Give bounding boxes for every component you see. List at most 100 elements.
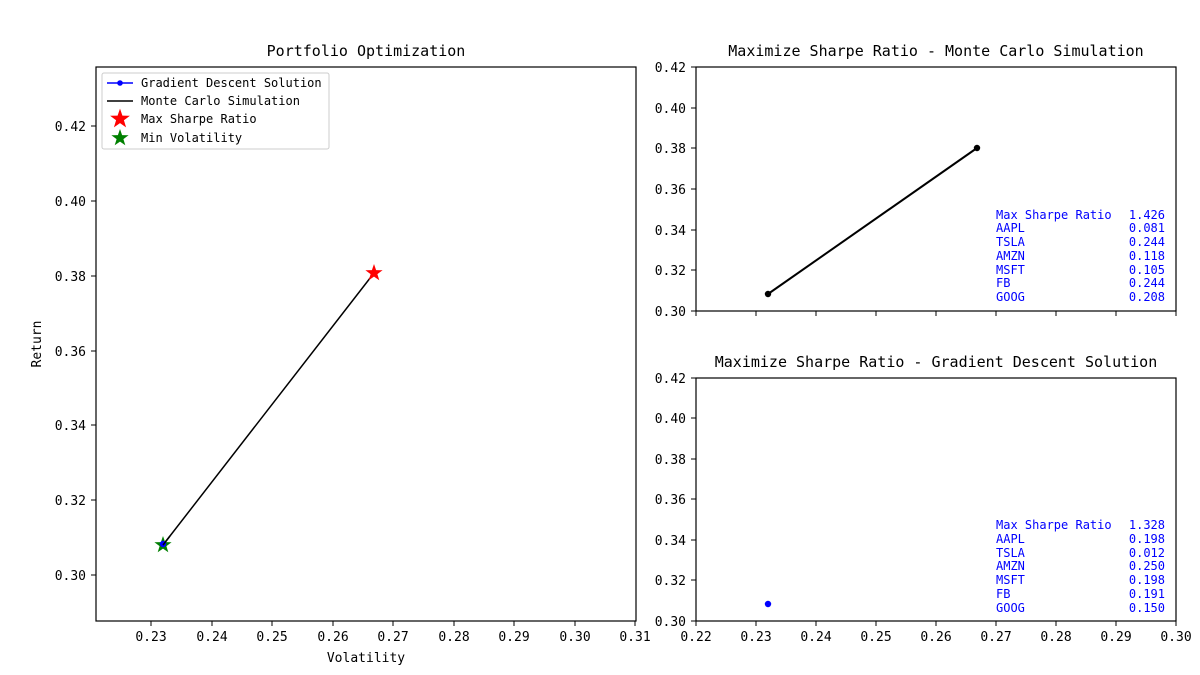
- annotation-weight: 0.118: [1129, 249, 1165, 263]
- data-point: [973, 144, 981, 152]
- left-y-axis: 0.30 0.32 0.34 0.36 0.38 0.40 0.42 Retur…: [30, 120, 96, 584]
- bottom-right-x-axis: 0.22 0.23 0.24 0.25 0.26 0.27 0.28 0.29 …: [680, 621, 1192, 645]
- annotation-ticker: MSFT: [996, 263, 1025, 277]
- bottom-right-plot-frame: [695, 377, 1177, 622]
- left-plot-data: [154, 264, 383, 553]
- y-tick-label: 0.30: [655, 305, 686, 320]
- annotation-weight: 0.208: [1129, 290, 1165, 304]
- left-plot-frame: [95, 66, 637, 622]
- monte-carlo-line: [767, 147, 978, 295]
- annotation-header-label: Max Sharpe Ratio: [996, 518, 1112, 532]
- annotation-weight: 0.244: [1129, 276, 1165, 290]
- annotation-weight: 0.105: [1129, 263, 1165, 277]
- annotation-weight: 0.081: [1129, 221, 1165, 235]
- x-tick-label: 0.29: [498, 630, 529, 645]
- x-tick-label: 0.28: [1040, 630, 1071, 645]
- y-tick-label: 0.40: [655, 412, 686, 427]
- legend-box: [101, 72, 330, 150]
- annotation-weight: 0.250: [1129, 559, 1165, 573]
- y-tick-label: 0.36: [655, 183, 686, 198]
- y-tick-label: 0.34: [655, 224, 686, 239]
- y-tick-label: 0.36: [55, 345, 86, 360]
- y-tick-label: 0.42: [55, 120, 86, 135]
- x-tick-label: 0.25: [256, 630, 287, 645]
- annotation-ticker: AAPL: [996, 221, 1025, 235]
- annotation-ticker: TSLA: [996, 546, 1026, 560]
- annotation-header-value: 1.426: [1129, 208, 1165, 222]
- x-tick-label: 0.26: [317, 630, 348, 645]
- x-tick-label: 0.31: [619, 630, 650, 645]
- y-tick-label: 0.40: [55, 195, 86, 210]
- y-tick-label: 0.34: [55, 419, 86, 434]
- annotation-ticker: TSLA: [996, 235, 1026, 249]
- y-tick-label: 0.38: [655, 453, 686, 468]
- top-right-plot-title: Maximize Sharpe Ratio - Monte Carlo Simu…: [728, 42, 1143, 60]
- bottom-right-annotation: Max Sharpe Ratio 1.328 AAPL 0.198 TSLA 0…: [996, 518, 1165, 615]
- x-tick-label: 0.26: [920, 630, 951, 645]
- x-tick-label: 0.27: [377, 630, 408, 645]
- top-right-plot-frame: [695, 66, 1177, 312]
- y-tick-label: 0.40: [655, 102, 686, 117]
- top-right-plot-data: [764, 144, 981, 298]
- annotation-weight: 0.198: [1129, 532, 1165, 546]
- left-x-axis: 0.23 0.24 0.25 0.26 0.27 0.28 0.29 0.30 …: [135, 621, 651, 666]
- x-tick-label: 0.25: [860, 630, 891, 645]
- y-tick-label: 0.32: [55, 494, 86, 509]
- x-tick-label: 0.23: [740, 630, 771, 645]
- annotation-weight: 0.150: [1129, 601, 1165, 615]
- bottom-right-plot: Maximize Sharpe Ratio - Gradient Descent…: [655, 353, 1192, 645]
- y-tick-label: 0.38: [55, 270, 86, 285]
- legend-label: Gradient Descent Solution: [141, 76, 322, 90]
- y-tick-label: 0.42: [655, 372, 686, 387]
- x-tick-label: 0.23: [135, 630, 166, 645]
- y-tick-label: 0.34: [655, 534, 686, 549]
- x-axis-label: Volatility: [327, 651, 405, 666]
- annotation-weight: 0.244: [1129, 235, 1165, 249]
- top-right-y-axis: 0.30 0.32 0.34 0.36 0.38 0.40 0.42: [655, 61, 696, 320]
- annotation-ticker: AMZN: [996, 249, 1025, 263]
- annotation-weight: 0.198: [1129, 573, 1165, 587]
- y-tick-label: 0.42: [655, 61, 686, 76]
- legend-label: Min Volatility: [141, 131, 242, 145]
- gradient-descent-legend-icon: [117, 80, 123, 86]
- top-right-x-ticks: [695, 311, 1177, 316]
- annotation-ticker: MSFT: [996, 573, 1025, 587]
- y-axis-label: Return: [30, 321, 45, 368]
- data-point: [764, 290, 772, 298]
- annotation-ticker: FB: [996, 587, 1010, 601]
- bottom-right-plot-title: Maximize Sharpe Ratio - Gradient Descent…: [715, 353, 1158, 371]
- top-right-annotation: Max Sharpe Ratio 1.426 AAPL 0.081 TSLA 0…: [996, 208, 1165, 304]
- x-tick-label: 0.29: [1100, 630, 1131, 645]
- max-sharpe-star-icon: [365, 264, 383, 281]
- x-tick-label: 0.24: [800, 630, 831, 645]
- bottom-right-plot-data: [764, 600, 772, 608]
- legend-label: Max Sharpe Ratio: [141, 112, 257, 126]
- gradient-descent-point: [764, 600, 772, 608]
- x-tick-label: 0.30: [559, 630, 590, 645]
- annotation-weight: 0.012: [1129, 546, 1165, 560]
- annotation-ticker: AAPL: [996, 532, 1025, 546]
- annotation-ticker: FB: [996, 276, 1010, 290]
- annotation-ticker: GOOG: [996, 601, 1025, 615]
- annotation-header-label: Max Sharpe Ratio: [996, 208, 1112, 222]
- y-tick-label: 0.32: [655, 264, 686, 279]
- top-right-plot: Maximize Sharpe Ratio - Monte Carlo Simu…: [655, 42, 1177, 320]
- left-plot-title: Portfolio Optimization: [267, 42, 466, 60]
- y-tick-label: 0.30: [655, 615, 686, 630]
- y-tick-label: 0.36: [655, 493, 686, 508]
- legend-label: Monte Carlo Simulation: [141, 94, 300, 108]
- annotation-header-value: 1.328: [1129, 518, 1165, 532]
- x-tick-label: 0.27: [980, 630, 1011, 645]
- annotation-ticker: AMZN: [996, 559, 1025, 573]
- y-tick-label: 0.32: [655, 574, 686, 589]
- x-tick-label: 0.28: [438, 630, 469, 645]
- annotation-weight: 0.191: [1129, 587, 1165, 601]
- left-plot: Portfolio Optimization 0.23 0.24 0.25 0.…: [30, 42, 651, 666]
- y-tick-label: 0.38: [655, 142, 686, 157]
- legend: Gradient Descent Solution Monte Carlo Si…: [101, 72, 330, 150]
- y-tick-label: 0.30: [55, 569, 86, 584]
- x-tick-label: 0.22: [680, 630, 711, 645]
- bottom-right-y-axis: 0.30 0.32 0.34 0.36 0.38 0.40 0.42: [655, 372, 696, 630]
- x-tick-label: 0.30: [1160, 630, 1191, 645]
